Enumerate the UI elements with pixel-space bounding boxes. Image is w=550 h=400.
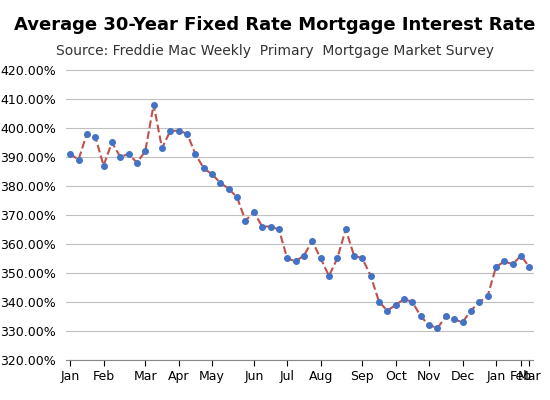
Text: Average 30-Year Fixed Rate Mortgage Interest Rate: Average 30-Year Fixed Rate Mortgage Inte…: [14, 16, 536, 34]
Text: Source: Freddie Mac Weekly  Primary  Mortgage Market Survey: Source: Freddie Mac Weekly Primary Mortg…: [56, 44, 494, 58]
